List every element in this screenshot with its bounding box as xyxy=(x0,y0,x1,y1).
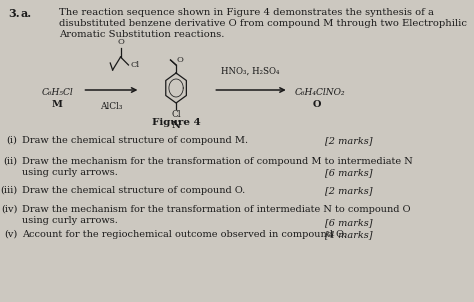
Text: Cl: Cl xyxy=(130,61,139,69)
Text: [6 marks]: [6 marks] xyxy=(325,168,373,177)
Text: (ii): (ii) xyxy=(3,157,18,166)
Text: (v): (v) xyxy=(4,230,18,239)
Text: N: N xyxy=(172,121,181,130)
Text: Draw the mechanism for the transformation of intermediate N to compound O: Draw the mechanism for the transformatio… xyxy=(22,205,410,214)
Text: Draw the chemical structure of compound M.: Draw the chemical structure of compound … xyxy=(22,136,248,145)
Text: O: O xyxy=(177,56,184,65)
Text: 3.: 3. xyxy=(8,8,19,19)
Text: C₆H₄ClNO₂: C₆H₄ClNO₂ xyxy=(295,88,346,97)
Text: [2 marks]: [2 marks] xyxy=(325,136,373,145)
Text: (iv): (iv) xyxy=(1,205,18,214)
Text: [4 marks]: [4 marks] xyxy=(325,230,373,239)
Text: using curly arrows.: using curly arrows. xyxy=(22,168,118,177)
Text: (i): (i) xyxy=(7,136,18,145)
Text: Cl: Cl xyxy=(171,110,181,119)
Text: The reaction sequence shown in Figure 4 demonstrates the synthesis of a: The reaction sequence shown in Figure 4 … xyxy=(59,8,434,17)
Text: [6 marks]: [6 marks] xyxy=(325,218,373,227)
Text: Draw the chemical structure of compound O.: Draw the chemical structure of compound … xyxy=(22,186,246,195)
Text: C₆H₅Cl: C₆H₅Cl xyxy=(41,88,73,97)
Text: disubstituted benzene derivative O from compound M through two Electrophilic: disubstituted benzene derivative O from … xyxy=(59,19,467,28)
Text: Account for the regiochemical outcome observed in compound O.: Account for the regiochemical outcome ob… xyxy=(22,230,346,239)
Text: AlCl₃: AlCl₃ xyxy=(100,102,122,111)
Text: a.: a. xyxy=(21,8,32,19)
Text: Figure 4: Figure 4 xyxy=(152,118,201,127)
Text: O: O xyxy=(117,38,124,46)
Text: [2 marks]: [2 marks] xyxy=(325,186,373,195)
Text: Aromatic Substitution reactions.: Aromatic Substitution reactions. xyxy=(59,30,224,39)
Text: using curly arrows.: using curly arrows. xyxy=(22,216,118,225)
Text: HNO₃, H₂SO₄: HNO₃, H₂SO₄ xyxy=(221,67,280,76)
Text: M: M xyxy=(52,100,63,109)
Text: O: O xyxy=(312,100,320,109)
Text: (iii): (iii) xyxy=(0,186,18,195)
Text: Draw the mechanism for the transformation of compound M to intermediate N: Draw the mechanism for the transformatio… xyxy=(22,157,413,166)
